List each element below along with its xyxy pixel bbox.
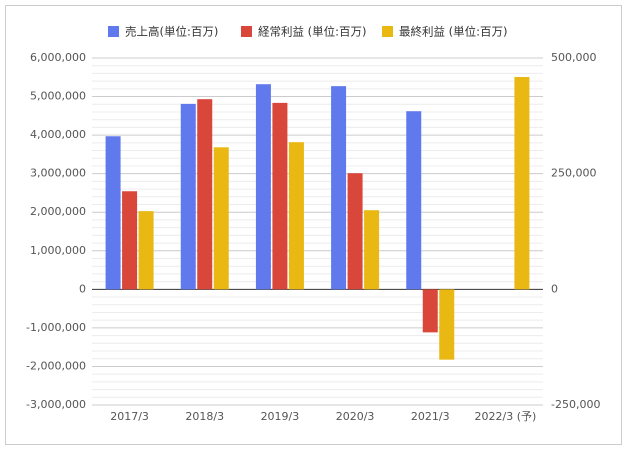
- y-tick-label: 4,000,000: [30, 128, 86, 141]
- legend-label: 売上高(単位:百万): [125, 25, 218, 39]
- y-tick-label: 2,000,000: [30, 205, 86, 218]
- bar: [197, 99, 213, 290]
- bar: [288, 142, 304, 290]
- bar: [213, 147, 229, 290]
- x-tick-label: 2017/3: [110, 410, 149, 423]
- y-tick-label: 0: [79, 282, 86, 295]
- y-tick-label: 6,000,000: [30, 51, 86, 64]
- x-tick-label: 2019/3: [261, 410, 300, 423]
- x-tick-label: 2018/3: [185, 410, 224, 423]
- y2-tick-label: 0: [551, 282, 558, 295]
- x-tick-label: 2021/3: [411, 410, 450, 423]
- bar: [422, 289, 438, 333]
- bar: [364, 210, 380, 290]
- bar: [514, 76, 530, 290]
- bar: [406, 111, 422, 290]
- bar: [331, 86, 347, 290]
- y-tick-label: -2,000,000: [26, 359, 86, 372]
- bar: [439, 289, 455, 360]
- y-tick-label: -3,000,000: [26, 398, 86, 411]
- y-tick-label: -1,000,000: [26, 321, 86, 334]
- legend-label: 最終利益 (単位:百万): [399, 25, 508, 39]
- x-tick-label: 2022/3 (予): [475, 410, 537, 423]
- bar: [138, 211, 154, 290]
- y-tick-label: 3,000,000: [30, 167, 86, 180]
- bar: [255, 84, 271, 290]
- legend-swatch: [108, 26, 119, 37]
- bar: [180, 103, 196, 290]
- bar: [272, 102, 288, 290]
- legend-swatch: [382, 26, 393, 37]
- bar: [347, 173, 363, 290]
- legend-label: 経常利益 (単位:百万): [258, 25, 367, 39]
- x-tick-label: 2020/3: [336, 410, 375, 423]
- y-tick-label: 5,000,000: [30, 90, 86, 103]
- bar: [122, 191, 138, 290]
- y2-tick-label: -250,000: [551, 398, 600, 411]
- y-tick-label: 1,000,000: [30, 244, 86, 257]
- y2-tick-label: 250,000: [551, 167, 597, 180]
- legend-swatch: [241, 26, 252, 37]
- y2-tick-label: 500,000: [551, 51, 597, 64]
- bar: [105, 136, 121, 290]
